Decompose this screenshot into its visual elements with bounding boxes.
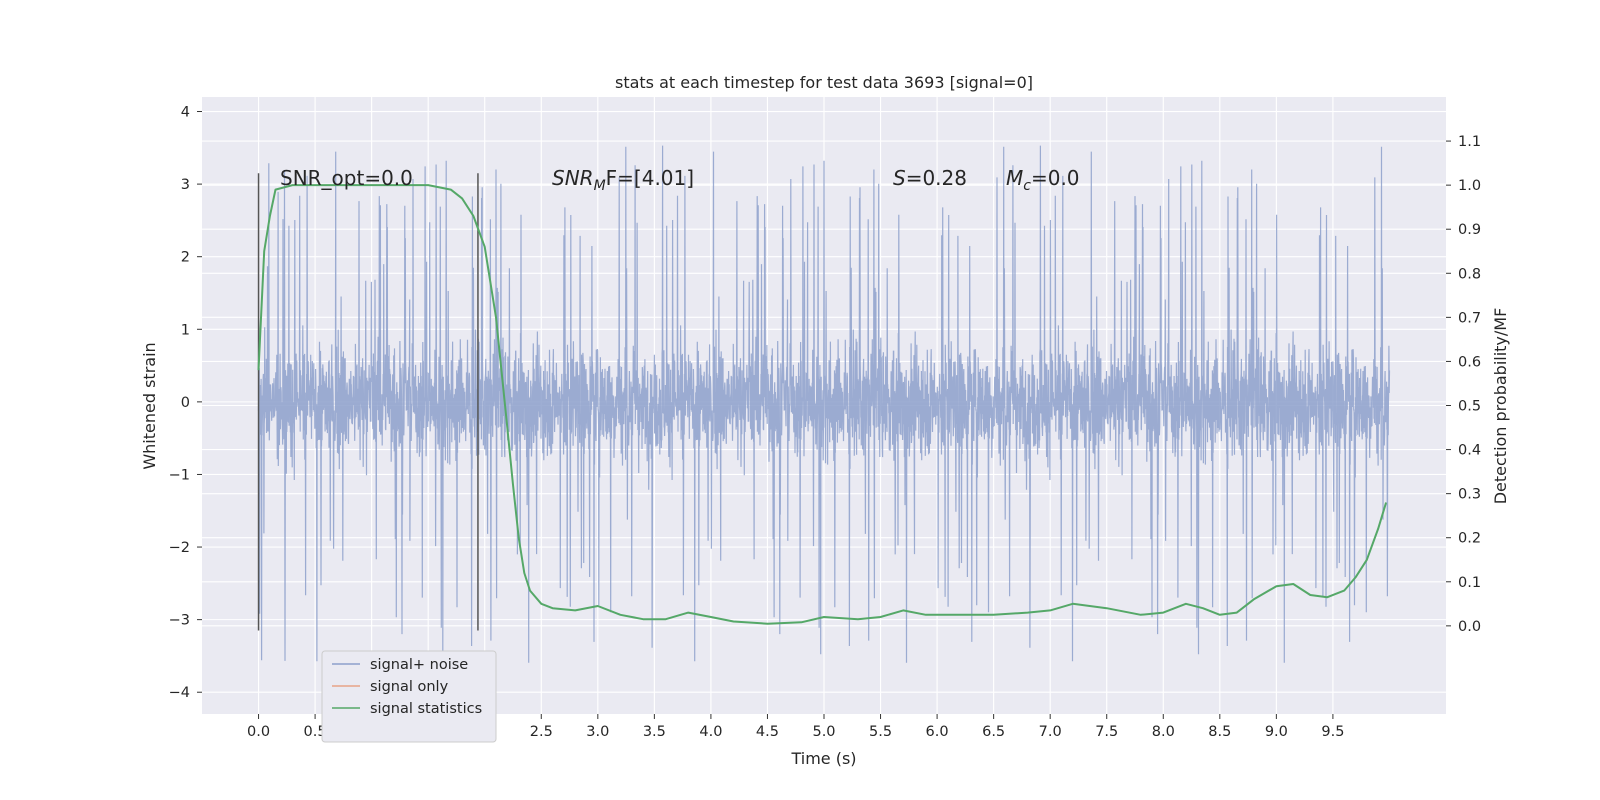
- x-tick-label: 4.0: [699, 724, 722, 740]
- annotation-s: S=0.28: [893, 166, 967, 190]
- y-tick-label: 1: [181, 322, 190, 338]
- y2-tick-label: 0.7: [1458, 310, 1481, 326]
- y-tick-label: −1: [169, 467, 190, 483]
- marker-lines: [257, 173, 479, 631]
- x-tick-label: 9.0: [1265, 724, 1288, 740]
- y2-tick-label: 0.9: [1458, 222, 1481, 238]
- x-tick-label: 6.0: [926, 724, 949, 740]
- y-tick-label: −2: [169, 540, 190, 556]
- x-tick-label: 3.0: [586, 724, 609, 740]
- mc-rest: =0.0: [1031, 166, 1080, 190]
- snr-mf-rest: F=[4.01]: [606, 166, 694, 190]
- x-tick-label: 7.0: [1039, 724, 1062, 740]
- y-axis-label: Whitened strain: [140, 342, 159, 469]
- y2-tick-label: 0.4: [1458, 443, 1481, 459]
- y2-tick-label: 1.1: [1458, 134, 1481, 150]
- y2-tick-label: 0.1: [1458, 575, 1481, 591]
- annotation-snr-opt: SNR_opt=0.0: [280, 166, 413, 190]
- y-tick-label: −3: [169, 613, 190, 629]
- y-tick-label: −4: [169, 685, 190, 701]
- snr-mf-sub: M: [594, 178, 606, 194]
- y2-tick-label: 1.0: [1458, 178, 1481, 194]
- x-tick-label: 9.5: [1321, 724, 1344, 740]
- x-tick-label: 0.0: [247, 724, 270, 740]
- x-tick-label: 5.0: [812, 724, 835, 740]
- y-ticks: −4 −3 −2 −1 0 1 2 3 4: [169, 105, 202, 701]
- y-tick-label: 0: [181, 395, 190, 411]
- x-axis-label: Time (s): [790, 749, 856, 768]
- legend-label-signal-only: signal only: [370, 679, 449, 695]
- y2-tick-label: 0.5: [1458, 399, 1481, 415]
- legend-label-signal-noise: signal+ noise: [370, 657, 468, 673]
- s-rest: =0.28: [906, 166, 967, 190]
- mc-var: M: [1006, 166, 1023, 190]
- y2-tick-label: 0.2: [1458, 531, 1481, 547]
- y-tick-label: 2: [181, 250, 190, 266]
- x-tick-label: 8.0: [1152, 724, 1175, 740]
- y2-axis-label: Detection probability/MF: [1491, 308, 1510, 505]
- legend-label-signal-statistics: signal statistics: [370, 701, 482, 717]
- s-var: S: [893, 166, 906, 190]
- x-tick-label: 0.5: [304, 724, 327, 740]
- y-tick-label: 3: [181, 177, 190, 193]
- y-tick-label: 4: [181, 105, 190, 121]
- annotation-mc: Mc=0.0: [1006, 166, 1080, 194]
- y2-tick-label: 0.6: [1458, 354, 1481, 370]
- y2-tick-label: 0.8: [1458, 266, 1481, 282]
- annotation-snr-mf: SNRMF=[4.01]: [552, 166, 694, 194]
- snr-mf-base: SNR: [552, 166, 594, 190]
- x-tick-label: 5.5: [869, 724, 892, 740]
- x-tick-label: 8.5: [1208, 724, 1231, 740]
- noise-series-group: [257, 145, 1391, 663]
- y2-tick-label: 0.3: [1458, 487, 1481, 503]
- y2-ticks: 0.0 0.1 0.2 0.3 0.4 0.5 0.6 0.7 0.8 0.9 1.0 1.1: [1446, 134, 1481, 635]
- statistics-series-group: [257, 184, 1388, 625]
- legend-box: [321, 650, 497, 743]
- signal-noise-line: [257, 145, 1391, 663]
- x-tick-label: 4.5: [756, 724, 779, 740]
- x-tick-label: 3.5: [643, 724, 666, 740]
- x-tick-label: 7.5: [1095, 724, 1118, 740]
- x-tick-label: 2.5: [530, 724, 553, 740]
- y2-tick-label: 0.0: [1458, 619, 1481, 635]
- legend: signal+ noise signal only signal statist…: [321, 650, 497, 743]
- x-tick-label: 6.5: [982, 724, 1005, 740]
- signal-statistics-line: [257, 184, 1388, 625]
- chart-title: stats at each timestep for test data 369…: [615, 73, 1033, 92]
- mc-sub: c: [1023, 178, 1031, 194]
